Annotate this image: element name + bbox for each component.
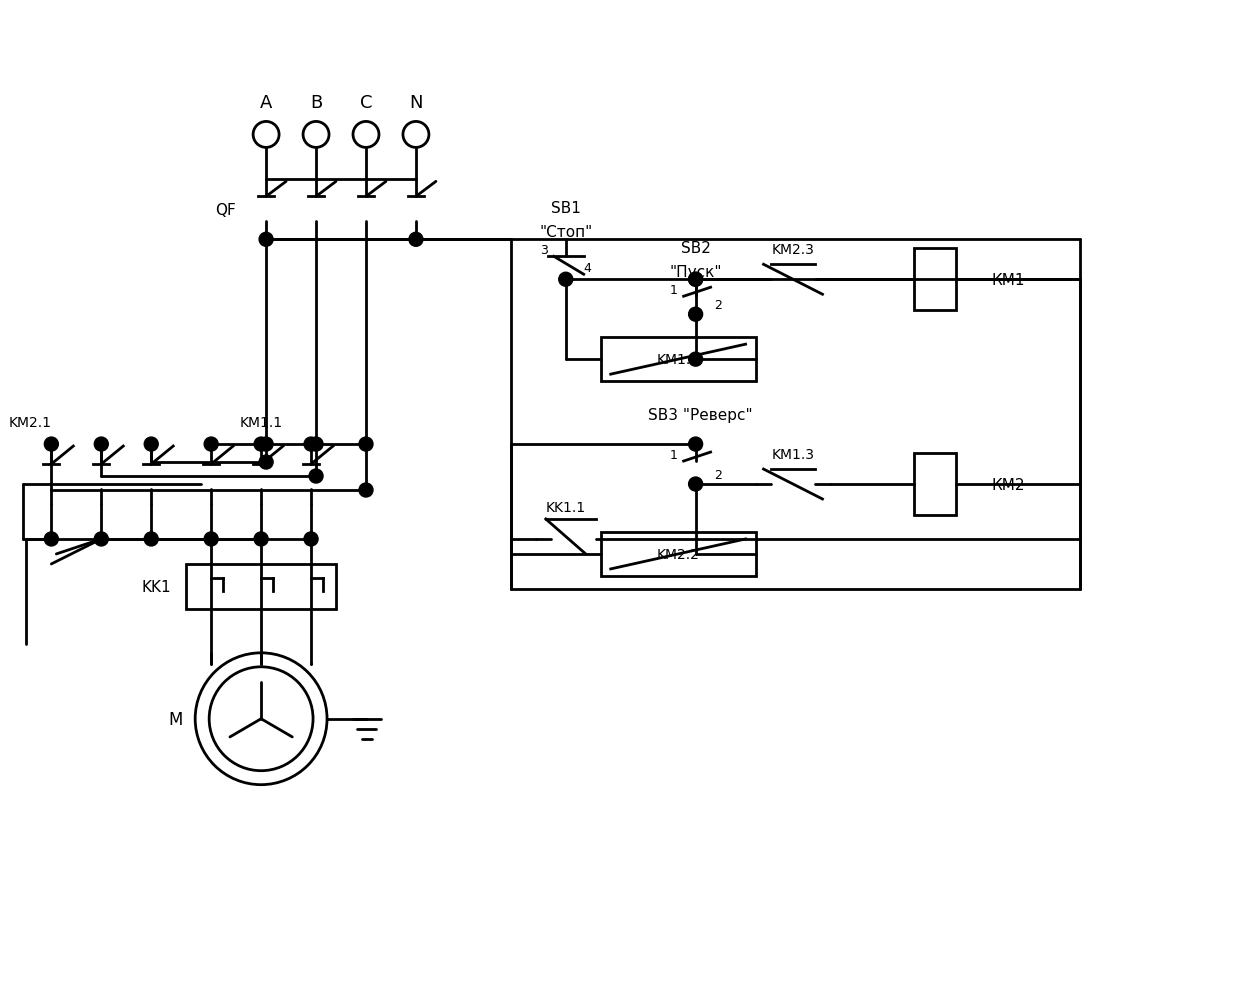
Circle shape	[45, 533, 58, 547]
Circle shape	[144, 533, 159, 547]
Circle shape	[204, 437, 218, 451]
Bar	[914, 249, 957, 311]
Text: КМ2: КМ2	[991, 477, 1025, 492]
Text: КМ1: КМ1	[991, 272, 1025, 287]
Circle shape	[259, 455, 273, 469]
Text: "Пуск": "Пуск"	[669, 264, 722, 279]
Circle shape	[259, 437, 273, 451]
Text: SB1: SB1	[551, 201, 581, 216]
Text: 3: 3	[540, 244, 548, 256]
Circle shape	[689, 477, 703, 491]
Text: KM1.1: KM1.1	[239, 415, 282, 429]
Circle shape	[409, 233, 422, 248]
Text: KK1.1: KK1.1	[545, 501, 586, 515]
Circle shape	[94, 437, 108, 451]
Bar	[601, 338, 756, 382]
Circle shape	[45, 437, 58, 451]
Circle shape	[204, 533, 218, 547]
Circle shape	[309, 437, 323, 451]
Circle shape	[359, 483, 373, 498]
Text: KM1.3: KM1.3	[772, 447, 814, 461]
Text: KM2.1: KM2.1	[9, 415, 51, 429]
Text: SB2: SB2	[680, 241, 710, 255]
Circle shape	[689, 437, 703, 451]
Text: 1: 1	[670, 283, 678, 296]
Circle shape	[689, 273, 703, 287]
Text: 1: 1	[670, 448, 678, 461]
Text: N: N	[409, 94, 422, 112]
Text: KK1: KK1	[141, 580, 171, 594]
Bar	[186, 565, 336, 609]
Text: SB3 "Реверс": SB3 "Реверс"	[648, 408, 753, 422]
Text: QF: QF	[216, 203, 237, 218]
Circle shape	[304, 437, 318, 451]
Circle shape	[689, 353, 703, 367]
Circle shape	[94, 533, 108, 547]
Text: "Стоп": "Стоп"	[539, 225, 592, 240]
Text: KM1.2: KM1.2	[657, 353, 700, 367]
Text: B: B	[310, 94, 322, 112]
Circle shape	[359, 437, 373, 451]
Text: A: A	[260, 94, 273, 112]
Bar	[914, 453, 957, 516]
Circle shape	[144, 437, 159, 451]
Text: KM2.2: KM2.2	[657, 548, 700, 562]
Circle shape	[689, 273, 703, 287]
Circle shape	[259, 233, 273, 248]
Circle shape	[254, 437, 268, 451]
Text: C: C	[359, 94, 372, 112]
Text: KM2.3: KM2.3	[772, 244, 814, 257]
Text: 4: 4	[584, 261, 592, 274]
Circle shape	[689, 308, 703, 322]
Text: 2: 2	[714, 468, 721, 481]
Circle shape	[304, 533, 318, 547]
Text: M: M	[169, 710, 182, 728]
Bar	[601, 533, 756, 577]
Circle shape	[254, 533, 268, 547]
Circle shape	[559, 273, 572, 287]
Text: 2: 2	[714, 298, 721, 311]
Circle shape	[309, 469, 323, 483]
